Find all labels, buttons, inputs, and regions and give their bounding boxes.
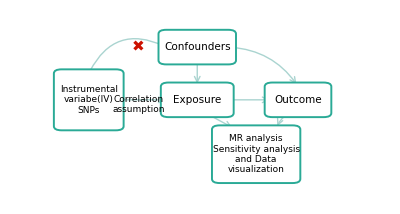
Text: Correlation
assumption: Correlation assumption [112, 95, 165, 114]
Text: Confounders: Confounders [164, 42, 230, 52]
Text: Exposure: Exposure [173, 95, 221, 105]
Text: Instrumental
variabe(IV)
SNPs: Instrumental variabe(IV) SNPs [60, 85, 118, 115]
FancyBboxPatch shape [158, 30, 236, 64]
FancyBboxPatch shape [161, 83, 234, 117]
FancyBboxPatch shape [265, 83, 331, 117]
Text: MR analysis
Sensitivity analysis
and Data
visualization: MR analysis Sensitivity analysis and Dat… [212, 134, 300, 174]
FancyBboxPatch shape [54, 69, 124, 130]
Text: ✖: ✖ [132, 40, 145, 55]
FancyBboxPatch shape [212, 125, 300, 183]
Text: Outcome: Outcome [274, 95, 322, 105]
